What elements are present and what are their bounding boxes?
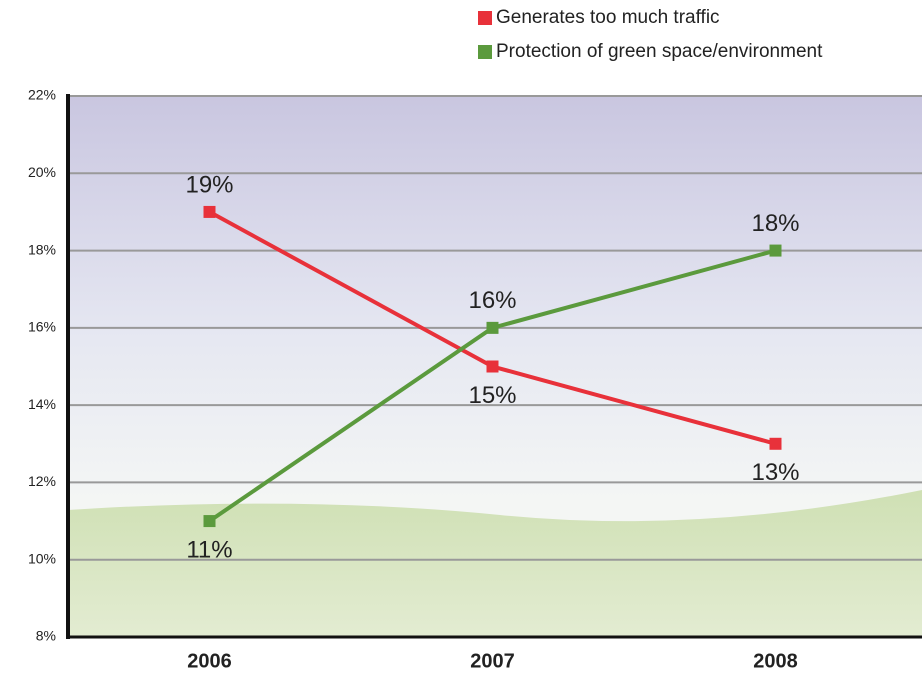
y-tick-label: 16% [28, 319, 56, 335]
legend-swatch [478, 11, 492, 25]
data-label: 13% [751, 459, 799, 486]
marker [769, 437, 782, 450]
x-tick-label: 2006 [187, 650, 232, 672]
marker [203, 515, 216, 528]
marker [769, 244, 782, 257]
x-tick-label: 2007 [470, 650, 515, 672]
y-tick-label: 18% [28, 241, 56, 257]
y-tick-label: 14% [28, 396, 56, 412]
legend-swatch [478, 45, 492, 59]
y-tick-label: 10% [28, 550, 56, 566]
y-tick-label: 12% [28, 473, 56, 489]
y-tick-label: 22% [28, 87, 56, 103]
data-label: 19% [185, 171, 233, 198]
y-tick-label: 20% [28, 164, 56, 180]
ground [68, 490, 922, 637]
y-tick-label: 8% [36, 628, 56, 644]
marker [203, 205, 216, 218]
data-label: 11% [186, 536, 232, 563]
marker [486, 321, 499, 334]
data-label: 16% [468, 287, 516, 314]
x-tick-label: 2008 [753, 650, 798, 672]
marker [486, 360, 499, 373]
data-label: 15% [468, 382, 516, 409]
legend-label: Protection of green space/environment [496, 41, 823, 62]
legend-label: Generates too much traffic [496, 7, 720, 28]
data-label: 18% [751, 210, 799, 237]
